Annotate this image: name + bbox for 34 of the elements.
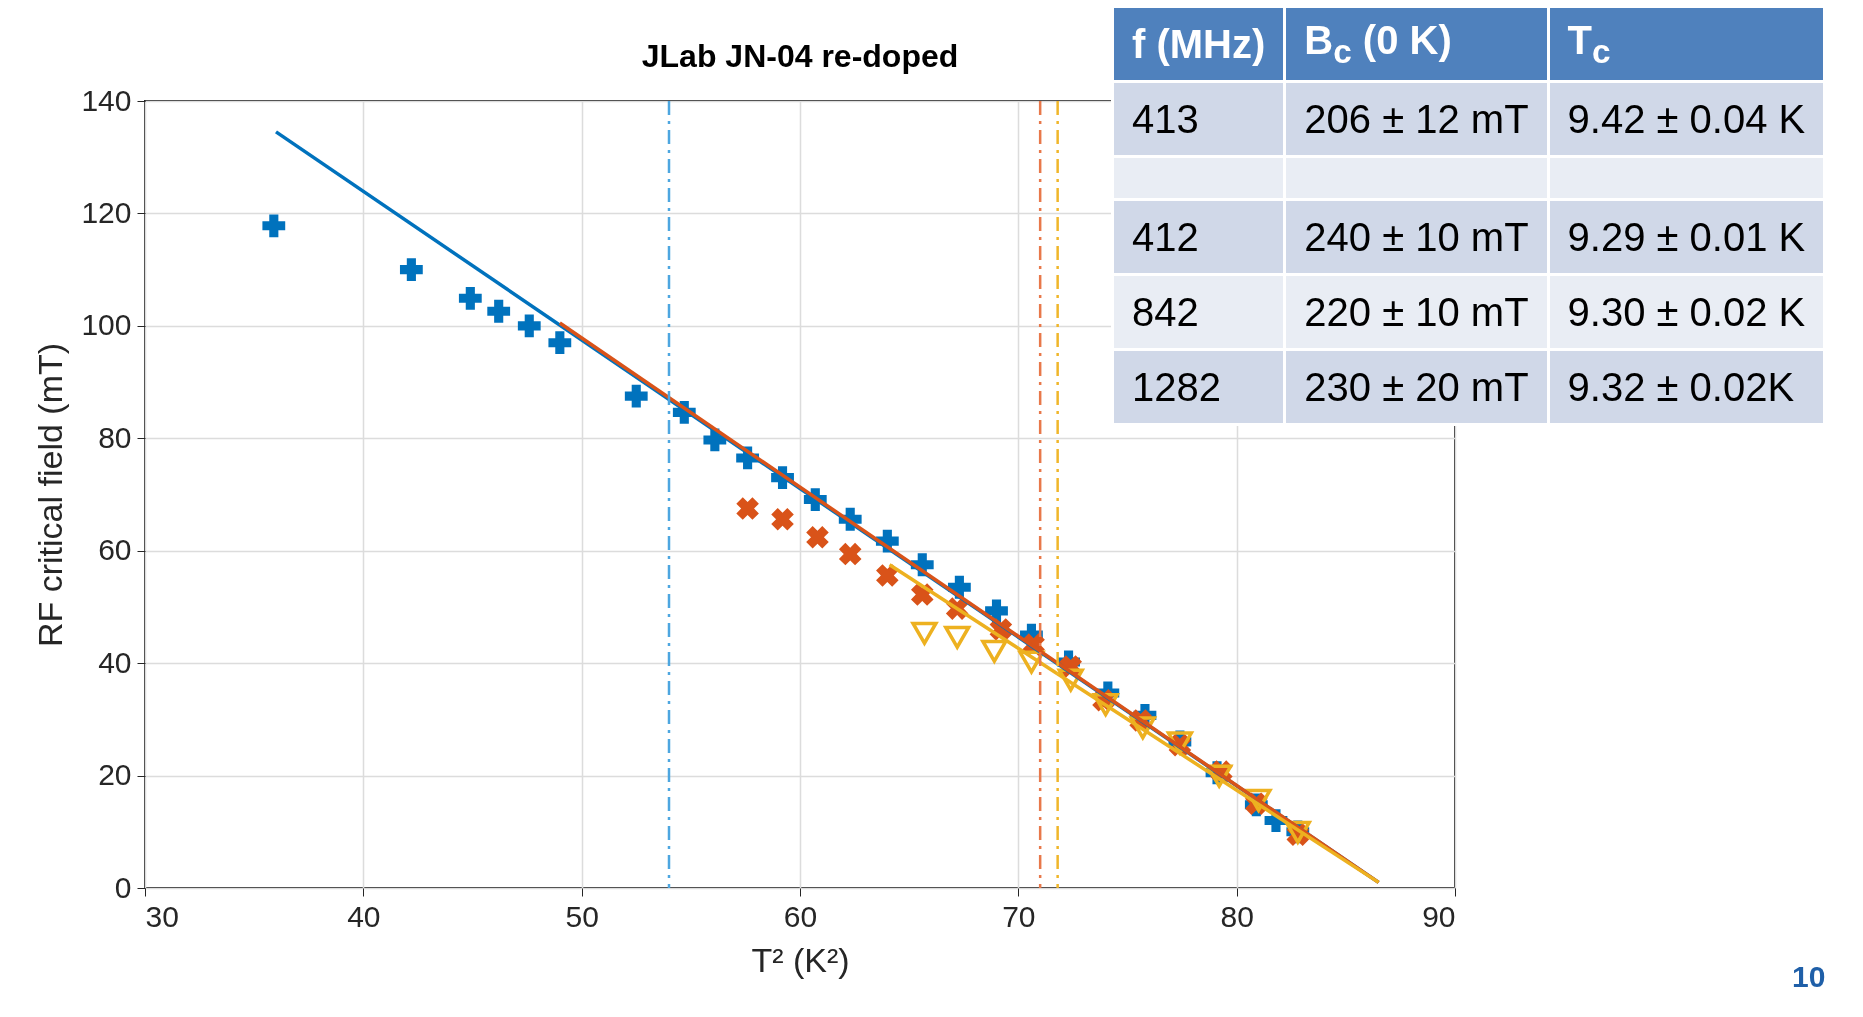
annotation: 220 ± 10 mT bbox=[1284, 274, 1549, 350]
text: 9.29 ± 0.01 K bbox=[1548, 199, 1825, 275]
text: f (MHz) bbox=[1112, 6, 1285, 82]
y-tick-label: 60 bbox=[98, 533, 132, 567]
x-tick-label: 50 bbox=[565, 899, 599, 933]
text: 9.30 ± 0.02 K bbox=[1548, 274, 1825, 350]
annotation: 1282 bbox=[1112, 349, 1285, 425]
annotation: 842 bbox=[1112, 274, 1285, 350]
annotation: 230 ± 20 mT bbox=[1284, 349, 1549, 425]
x-tick-label: 70 bbox=[1002, 899, 1036, 933]
y-tick-label: 100 bbox=[81, 308, 132, 342]
annotation: 240 ± 10 mT bbox=[1284, 199, 1549, 275]
text: B$_{c}$ (0 K) bbox=[1284, 6, 1549, 82]
annotation: 412 bbox=[1112, 199, 1285, 275]
y-tick-label: 20 bbox=[98, 758, 132, 792]
text: 9.32 ± 0.02K bbox=[1548, 349, 1825, 425]
x-tick-label: 60 bbox=[783, 899, 818, 933]
x-tick-label: 30 bbox=[145, 899, 179, 933]
y-axis-title: RF critical field (mT) bbox=[31, 342, 70, 648]
x-tick-label: 90 bbox=[1422, 899, 1456, 933]
y-tick-label: 140 bbox=[81, 83, 132, 117]
y-tick-label: 40 bbox=[98, 645, 132, 679]
chart-title: JLab JN-04 re-doped bbox=[641, 38, 959, 74]
text: 10 bbox=[1792, 960, 1826, 994]
x-tick-label: 40 bbox=[347, 899, 381, 933]
y-tick-label: 0 bbox=[114, 870, 132, 904]
annotation: 206 ± 12 mT bbox=[1284, 81, 1549, 157]
text: T$_{c}$ bbox=[1548, 6, 1825, 82]
x-axis-title: T² (K²) bbox=[751, 940, 850, 979]
x-tick-label: 80 bbox=[1220, 899, 1254, 933]
annotation: 413 bbox=[1112, 81, 1285, 157]
y-tick-label: 80 bbox=[98, 420, 132, 454]
y-tick-label: 120 bbox=[81, 195, 132, 229]
text: 9.42 ± 0.04 K bbox=[1548, 81, 1825, 157]
